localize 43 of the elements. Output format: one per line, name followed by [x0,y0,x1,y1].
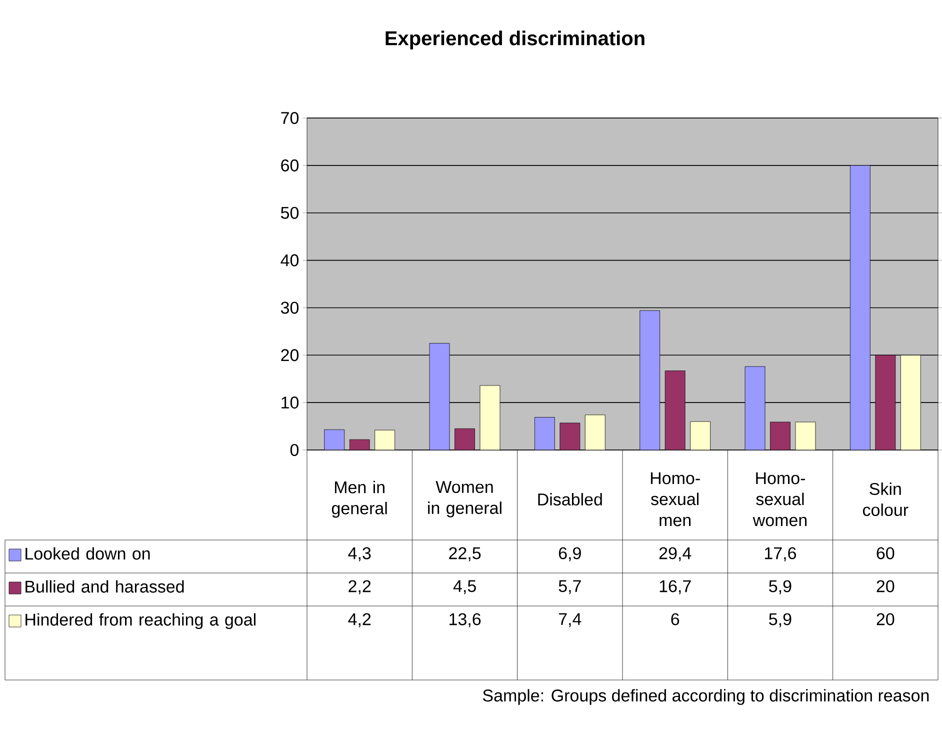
y-tick-label: 20 [281,349,299,362]
y-tick-label: 0 [290,444,299,456]
data-label: 4,3 [348,547,371,562]
data-label: 6 [671,613,680,626]
data-label: 6,9 [558,547,581,562]
data-label: 4,2 [348,613,371,628]
data-label: 17,6 [764,547,796,562]
y-tick-label: 10 [282,396,299,409]
y-tick-label: 50 [280,206,299,219]
x-tick-label: Women in general [428,481,502,518]
bar [640,310,660,450]
y-tick-label: 60 [281,159,299,172]
data-label: 60 [876,547,894,560]
y-tick-label: 30 [280,302,299,314]
bar [324,429,345,450]
x-tick-label: Men in general [332,480,387,518]
bar [429,343,450,450]
data-label: 22,5 [449,547,481,562]
data-label: 5,7 [558,580,581,594]
data-label: 5,9 [769,580,792,594]
bar [534,417,555,450]
legend-label: Bullied and harassed [26,580,184,593]
x-tick-label: Skin colour [862,482,908,516]
data-label: 13,6 [450,613,481,628]
y-tick-label: 70 [281,112,299,124]
legend-label: Hindered from reaching a goal [26,613,256,630]
data-label: 5,9 [769,613,792,628]
chart-title: Experienced discrimination [386,30,644,50]
text: Sample: Groups defined according to discrimination reason [482,689,929,705]
data-label: 16,7 [660,580,691,594]
data-label: 7,4 [558,613,582,628]
data-label: 20 [876,613,894,626]
x-tick-label: Homo-sexual women [752,472,807,526]
data-label: 2,2 [348,580,371,594]
x-tick-label: Disabled [538,493,602,506]
data-label: 20 [876,580,894,592]
y-tick-label: 40 [280,254,299,266]
data-label: 29,4 [659,547,692,562]
legend-label: Looked down on [26,547,150,560]
bar [850,165,870,450]
bar [744,366,766,450]
data-label: 4,5 [453,580,476,594]
x-tick-label: Homo-sexual men [650,472,700,526]
